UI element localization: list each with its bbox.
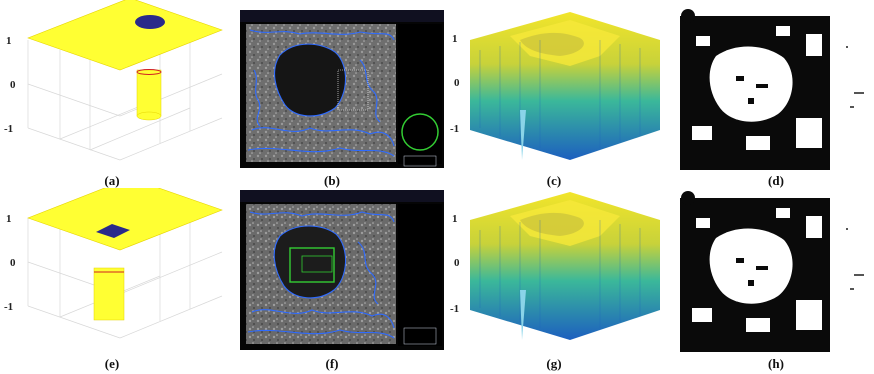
panel-b-ultrasound xyxy=(240,10,444,168)
tick-label: 0 xyxy=(10,79,16,91)
tick-label: 0 xyxy=(454,77,460,89)
tick-label: 0 xyxy=(10,257,16,269)
cylinder-body xyxy=(136,69,162,117)
caption-c: (c) xyxy=(546,173,562,188)
panel-g-surface: 1 0 -1 xyxy=(450,192,670,352)
contour-lines xyxy=(247,29,395,157)
contour-lines xyxy=(247,211,395,339)
zero-plane xyxy=(27,0,223,71)
tick-label: 1 xyxy=(452,213,458,225)
zero-level-contour xyxy=(136,69,162,75)
panel-e-level-set: 1 0 -1 xyxy=(0,188,230,350)
surface-stripes xyxy=(479,40,641,148)
speckle-regions xyxy=(692,208,822,332)
tick-label: -1 xyxy=(450,123,459,135)
zero-plane xyxy=(27,188,223,251)
caption-g: (g) xyxy=(546,356,562,371)
grid-lines xyxy=(27,30,223,161)
caption-f: (f) xyxy=(325,356,339,371)
speckle-regions xyxy=(692,26,822,150)
surface-mesh xyxy=(470,192,660,340)
tick-label: -1 xyxy=(4,301,13,313)
tick-label: 1 xyxy=(6,213,12,225)
probe-indicator xyxy=(401,113,439,151)
lesion-region xyxy=(274,44,346,116)
caption-a: (a) xyxy=(104,173,120,188)
lesion-mask xyxy=(709,46,793,122)
lesion-mask xyxy=(709,228,793,304)
panel-h-binary-mask xyxy=(676,188,872,352)
panel-d-binary-mask xyxy=(676,6,872,170)
panel-a-level-set: 1 0 -1 xyxy=(0,0,230,172)
surface-mesh xyxy=(470,12,660,160)
tick-label: -1 xyxy=(450,303,459,315)
panel-f-ultrasound xyxy=(240,190,444,350)
caption-b: (b) xyxy=(324,173,340,188)
panel-c-surface: 1 0 -1 xyxy=(450,10,670,170)
caption-e: (e) xyxy=(104,356,120,371)
surface-stripes xyxy=(479,220,641,328)
caption-h: (h) xyxy=(768,356,784,371)
seed-circle xyxy=(135,15,165,29)
tick-label: 0 xyxy=(454,257,460,269)
tick-label: 1 xyxy=(452,33,458,45)
roi-box xyxy=(289,247,335,283)
seed-square xyxy=(96,224,130,238)
tick-label: -1 xyxy=(4,123,13,135)
prism-body xyxy=(93,267,125,321)
tick-label: 1 xyxy=(6,35,12,47)
caption-d: (d) xyxy=(768,173,784,188)
lesion-region xyxy=(274,226,346,298)
